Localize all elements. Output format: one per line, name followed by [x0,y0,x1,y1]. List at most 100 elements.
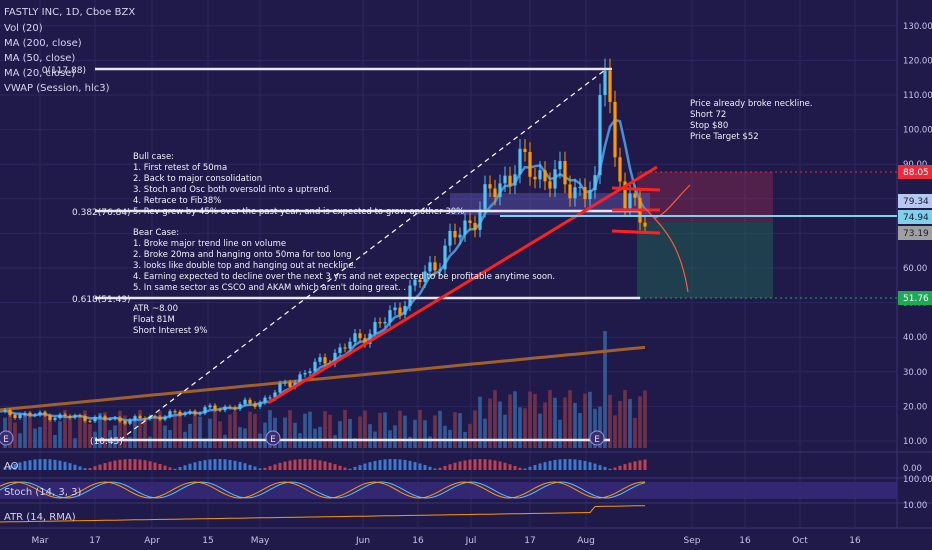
legend: FASTLY INC, 1D, Cboe BZX Vol (20) MA (20… [4,7,135,94]
candle-body [388,310,392,322]
candle-body [178,411,182,415]
earnings-marker-3[interactable] [589,430,605,446]
volume-bar [198,416,202,448]
svg-text:Short Interest 9%: Short Interest 9% [133,326,207,336]
price-tick: 100.00 [903,126,932,136]
candle-body [23,413,27,415]
volume-bar [603,331,607,448]
volume-bar [528,391,532,448]
svg-text:5. Rev grew by 45% over the pa: 5. Rev grew by 45% over the past year, a… [133,207,464,217]
candle-body [158,416,162,420]
volume-bar [248,411,252,448]
candle-body [523,148,527,152]
pane-separators [0,0,932,529]
volume-bar [428,436,432,448]
candle-body [68,415,72,418]
ao-bar [308,459,312,470]
volume-bar [158,410,162,448]
candle-body [198,413,202,415]
ao-bar [113,460,117,470]
ao-bar [508,464,512,470]
volume-bar [208,418,212,448]
badge-74-94 [898,210,932,224]
volume-bar [43,411,47,448]
volume-bar [178,413,182,448]
candle-body [478,209,482,230]
indicator-vwap: VWAP (Session, hlc3) [4,83,110,94]
fib-levels [95,67,640,442]
candle-body [403,306,407,315]
atr-path [0,505,646,523]
candle-body [318,357,322,362]
svg-text:4. Retrace to Fib38%: 4. Retrace to Fib38% [133,196,221,206]
ao-bar [628,462,632,470]
ao-bar [43,459,47,470]
candle-body [503,175,507,184]
ao-bar [358,465,362,470]
volume-bar [263,422,267,448]
price-tick: 120.00 [903,56,932,66]
candle-body [248,399,252,404]
volume-bar [588,391,592,448]
volume-bar [453,412,457,448]
volume-bar [78,416,82,448]
ao-bar [123,459,127,470]
candle-body [628,193,632,209]
time-tick: Jun [355,536,370,546]
candle-body [348,341,352,349]
svg-text:ATR ~8.00: ATR ~8.00 [133,304,178,314]
candle-body [173,411,177,413]
candle-body [538,170,542,180]
svg-text:88.05: 88.05 [903,168,929,178]
svg-text:Price Target $52: Price Target $52 [690,132,759,142]
ao-bar [423,465,427,470]
volume-bar [493,390,497,448]
ao-bar [273,464,277,470]
candle-body [268,397,272,399]
candle-body [183,413,187,415]
candle-body [53,418,57,420]
volume-bar [553,397,557,448]
ao-bar [208,459,212,470]
ao-bar [73,464,77,470]
volume-bar [598,406,602,448]
earnings-marker-1[interactable] [0,430,14,446]
volume-bar [538,413,542,448]
volume-bar [308,411,312,448]
volume-bar [643,390,647,448]
ao-bar [493,460,497,470]
stoch-lines [0,481,646,499]
ao-bar [158,464,162,470]
candle-body [578,187,582,189]
earnings-marker-2[interactable] [265,430,281,446]
target-zone [637,222,773,298]
ao-histogram [3,459,647,470]
ao-bar [28,460,32,470]
volume-bar [8,410,12,448]
svg-text:E: E [270,435,276,445]
time-axis[interactable]: Mar 17 Apr 15 May Jun 16 Jul 17 Aug Sep 16 Oct 16 [32,536,861,546]
candle-body [193,411,197,414]
volume-bar [488,398,492,448]
candle-body [463,220,467,235]
volume-bar [438,410,442,448]
pane-label-stoch: Stoch (14, 3, 3) [4,487,81,498]
volume-bar [593,408,597,448]
indicator-vol: Vol (20) [4,23,43,34]
volume-bar [218,421,222,448]
volume-bar [353,438,357,448]
ao-bar [93,466,97,470]
volume-bar [558,419,562,448]
indicator-ma200: MA (200, close) [4,38,82,49]
time-tick: Mar [32,536,49,546]
trend-lines [267,165,661,405]
candle-body [528,151,532,177]
ao-bar [568,459,572,470]
candle-body [498,183,502,198]
volume-bar [333,435,337,448]
ao-bar [463,460,467,470]
bull-case-note: Bull case: 1. First retest of 50ma 2. Ba… [133,152,464,217]
ao-bar [453,462,457,470]
volume-bars [3,331,647,448]
